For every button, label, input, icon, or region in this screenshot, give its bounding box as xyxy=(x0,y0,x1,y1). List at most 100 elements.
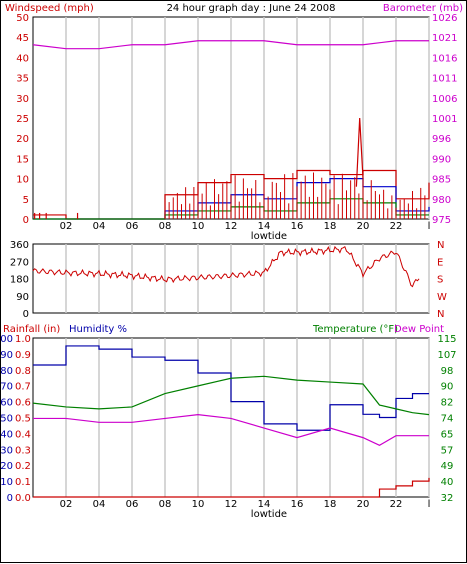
x-tick-label: 18 xyxy=(324,221,337,232)
barometer-tick-label: 1026 xyxy=(432,13,457,24)
temperature-tick-label: 65 xyxy=(441,429,454,440)
x-tick-label: 04 xyxy=(93,499,106,510)
rainfall-tick-label: 0.1 xyxy=(15,477,31,488)
x-tick-label: 14 xyxy=(258,499,271,510)
rainfall-tick-label: 0.7 xyxy=(15,382,31,393)
temperature-tick-label: 107 xyxy=(437,350,456,361)
x-tick-label: 06 xyxy=(126,221,139,232)
rainfall-tick-label: 0.6 xyxy=(15,398,31,409)
humidity-tick-label: 20 xyxy=(1,461,13,472)
peak-gust-mark xyxy=(355,117,364,187)
barometer-tick-label: 996 xyxy=(432,134,451,145)
rainfall-tick-label: 0.2 xyxy=(15,461,31,472)
temperature-tick-label: 74 xyxy=(441,414,454,425)
barometer-tick-label: 1011 xyxy=(432,74,457,85)
barometer-tick-label: 1021 xyxy=(432,33,457,44)
windspeed-tick-label: 30 xyxy=(16,94,29,105)
x-tick-label: 02 xyxy=(60,499,73,510)
rainfall-tick-label: 0.8 xyxy=(15,366,31,377)
rainfall-tick-label: 0.4 xyxy=(15,429,31,440)
x-tick-label: 02 xyxy=(60,221,73,232)
windspeed-tick-label: 35 xyxy=(16,74,29,85)
x-tick-label: 04 xyxy=(93,221,106,232)
series-humidity-line xyxy=(33,345,429,431)
x-axis-label: lowtide xyxy=(251,509,287,520)
direction-tick-label: 0 xyxy=(23,309,29,320)
humidity-tick-label: 30 xyxy=(1,445,13,456)
windspeed-tick-label: 45 xyxy=(16,33,29,44)
humidity-tick-label: 0 xyxy=(7,493,13,504)
compass-label: N xyxy=(437,309,444,320)
humidity-tick-label: 100 xyxy=(1,334,13,345)
barometer-tick-label: 1006 xyxy=(432,94,457,105)
x-tick-label: 18 xyxy=(324,499,337,510)
compass-label: S xyxy=(437,275,443,286)
rainfall-tick-label: 1.0 xyxy=(15,334,31,345)
barometer-tick-label: 1001 xyxy=(432,114,457,125)
humidity-tick-label: 50 xyxy=(1,414,13,425)
x-tick-label: 20 xyxy=(357,499,370,510)
humidity-tick-label: 60 xyxy=(1,398,13,409)
chart-title: 24 hour graph day : June 24 2008 xyxy=(167,3,336,14)
temperature-tick-label: 82 xyxy=(441,398,454,409)
direction-tick-label: 360 xyxy=(10,240,29,251)
x-tick-label: 20 xyxy=(357,221,370,232)
windspeed-tick-label: 40 xyxy=(16,53,29,64)
x-tick-label: 10 xyxy=(192,221,205,232)
temperature-tick-label: 90 xyxy=(441,382,454,393)
x-tick-label: 22 xyxy=(390,221,403,232)
x-tick-label: 16 xyxy=(291,221,304,232)
windspeed-tick-label: 20 xyxy=(16,134,29,145)
rainfall-tick-label: 0.3 xyxy=(15,445,31,456)
series-dewpoint-line xyxy=(33,414,429,446)
rainfall-tick-label: 0.5 xyxy=(15,414,31,425)
wind-direction-line xyxy=(32,245,420,288)
temperature-tick-label: 32 xyxy=(441,493,454,504)
x-tick-label: 12 xyxy=(225,499,238,510)
dewpoint-axis-title: Dew Point xyxy=(394,324,444,335)
humidity-tick-label: 40 xyxy=(1,429,13,440)
humidity-tick-label: 10 xyxy=(1,477,13,488)
windspeed-axis-title: Windspeed (mph) xyxy=(5,3,94,14)
x-tick-label: 14 xyxy=(258,221,271,232)
x-tick-label: 08 xyxy=(159,499,172,510)
x-tick-label: 16 xyxy=(291,499,304,510)
rainfall-tick-label: 0.0 xyxy=(15,493,31,504)
barometer-tick-label: 980 xyxy=(432,195,451,206)
x-tick-label: 10 xyxy=(192,499,205,510)
temperature-tick-label: 49 xyxy=(441,461,454,472)
humidity-axis-title: Humidity % xyxy=(69,324,127,335)
x-axis-label: lowtide xyxy=(251,231,287,242)
temperature-axis-title: Temperature (°F) xyxy=(312,324,398,335)
direction-tick-label: 180 xyxy=(10,275,29,286)
rainfall-tick-label: 0.9 xyxy=(15,350,31,361)
barometer-tick-label: 1016 xyxy=(432,53,457,64)
temperature-tick-label: 57 xyxy=(441,445,454,456)
compass-label: W xyxy=(437,292,447,303)
windspeed-tick-label: 10 xyxy=(16,175,29,186)
x-tick-label: 12 xyxy=(225,221,238,232)
humidity-tick-label: 80 xyxy=(1,366,13,377)
barometer-tick-label: 975 xyxy=(432,215,451,226)
barometer-tick-label: 985 xyxy=(432,175,451,186)
direction-tick-label: 90 xyxy=(16,292,29,303)
windspeed-tick-label: 0 xyxy=(23,215,29,226)
x-tick-label: l xyxy=(428,221,431,232)
x-tick-label: 08 xyxy=(159,221,172,232)
windspeed-tick-label: 50 xyxy=(16,13,29,24)
windspeed-tick-label: 25 xyxy=(16,114,29,125)
barometer-tick-label: 990 xyxy=(432,154,451,165)
compass-label: N xyxy=(437,240,444,251)
x-tick-label: l xyxy=(428,499,431,510)
windspeed-tick-label: 15 xyxy=(16,154,29,165)
compass-label: E xyxy=(437,257,443,268)
series-rain-line xyxy=(33,477,430,498)
barometer-axis-title: Barometer (mb) xyxy=(383,3,463,14)
direction-tick-label: 270 xyxy=(10,257,29,268)
humidity-tick-label: 70 xyxy=(1,382,13,393)
windspeed-tick-label: 5 xyxy=(23,195,29,206)
temperature-tick-label: 98 xyxy=(441,366,454,377)
humidity-tick-label: 90 xyxy=(1,350,13,361)
